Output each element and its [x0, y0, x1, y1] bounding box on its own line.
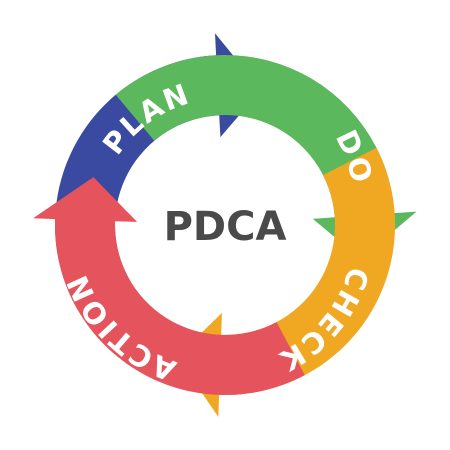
center-label: PDCA	[164, 204, 287, 250]
arrow-segment-action	[33, 177, 305, 395]
